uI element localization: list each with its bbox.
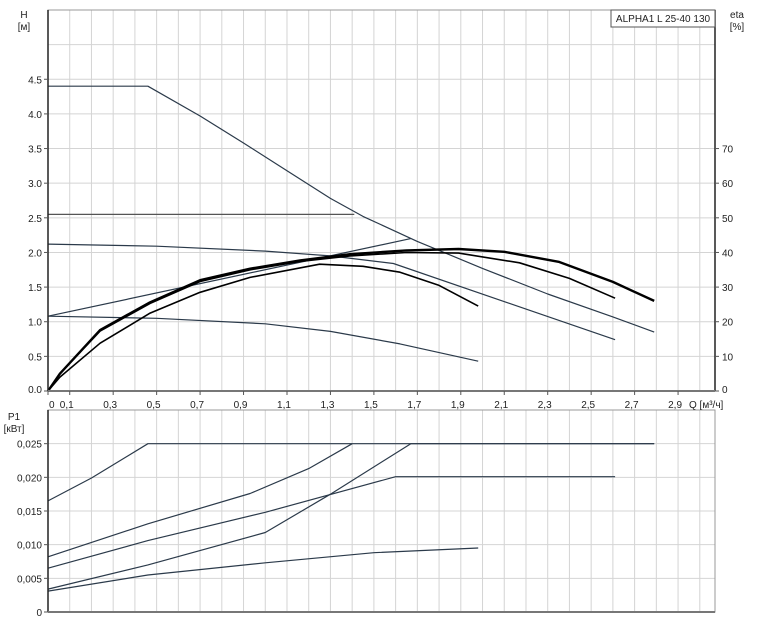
y2-tick-label: 20 <box>722 318 734 329</box>
power-curve-2 <box>47 476 616 569</box>
x-tick-label: 2,5 <box>581 400 595 411</box>
eta-curve-6 <box>47 251 616 392</box>
y2-axis-label-eta: eta <box>730 10 744 21</box>
series-layer <box>47 85 655 592</box>
x-tick-label: 2,1 <box>494 400 508 411</box>
power-curve-1 <box>47 443 353 558</box>
head-curve-4 <box>47 315 479 362</box>
y-tick-label: 0.5 <box>28 352 42 363</box>
x-tick-label: 2,3 <box>538 400 552 411</box>
p1-tick-label: 0 <box>36 608 42 619</box>
p1-tick-label: 0,010 <box>17 541 42 552</box>
head-curve-0 <box>48 85 655 333</box>
y-axis-label-p1: P1 <box>8 412 21 423</box>
y-tick-label: 4.5 <box>28 75 42 86</box>
x-tick-label: 2,9 <box>668 400 682 411</box>
eta-curve-5 <box>47 247 655 392</box>
x-tick-label: 0,3 <box>103 400 117 411</box>
p1-tick-label: 0,020 <box>17 473 42 484</box>
y-axis-unit-p1: [кВт] <box>4 424 25 435</box>
x-tick-label: 1,7 <box>407 400 421 411</box>
y2-axis-unit-eta: [%] <box>730 22 745 33</box>
x-axis-label: Q [м³/ч] <box>689 400 724 411</box>
eta-curve-7 <box>47 263 479 392</box>
grid <box>48 9 715 612</box>
power-curve-0 <box>47 443 655 502</box>
x-tick-label: 0,7 <box>190 400 204 411</box>
y-tick-label: 2.0 <box>28 248 42 259</box>
title-box <box>610 9 716 28</box>
power-curve-3 <box>47 443 655 590</box>
y2-tick-label: 30 <box>722 283 734 294</box>
y-tick-label: 1.0 <box>28 318 42 329</box>
head-curve-2 <box>47 243 616 341</box>
y-axis-label-h: H <box>20 10 27 21</box>
y-tick-label: 4.0 <box>28 110 42 121</box>
axes: 0 0,1 0,3 0,5 0,7 0,9 1,1 1,3 1,5 1,7 1,9 2,1 2,3 2,5… <box>17 9 734 619</box>
y-tick-label: 1.5 <box>28 283 42 294</box>
x-tick-label: 1,1 <box>277 400 291 411</box>
y2-tick-label: 50 <box>722 214 734 225</box>
x-tick-label: 0,9 <box>234 400 248 411</box>
chart-title: ALPHA1 L 25-40 130 <box>616 14 711 25</box>
x-tick-label: 0 <box>49 400 55 411</box>
y-tick-label: 3.0 <box>28 179 42 190</box>
x-tick-label: 2,7 <box>625 400 639 411</box>
y2-tick-label: 0 <box>722 385 728 396</box>
y-axis-unit-h: [м] <box>18 22 31 33</box>
y2-tick-label: 60 <box>722 179 734 190</box>
p1-tick-label: 0,005 <box>17 574 42 585</box>
x-tick-label: 1,9 <box>451 400 465 411</box>
power-curve-4 <box>47 547 479 592</box>
y-tick-label: 2.5 <box>28 214 42 225</box>
x-tick-label: 0,1 <box>60 400 74 411</box>
head-curve-3 <box>47 238 411 317</box>
y2-tick-label: 10 <box>722 352 734 363</box>
y2-tick-label: 70 <box>722 145 734 156</box>
y-tick-label: 0.0 <box>28 385 42 396</box>
plot-frame-top <box>47 9 716 392</box>
x-tick-label: 1,3 <box>320 400 334 411</box>
y2-tick-label: 40 <box>722 248 734 259</box>
p1-tick-label: 0,025 <box>17 440 42 451</box>
x-tick-label: 0,5 <box>147 400 161 411</box>
y-tick-label: 3.5 <box>28 145 42 156</box>
p1-tick-label: 0,015 <box>17 507 42 518</box>
x-tick-label: 1,5 <box>364 400 378 411</box>
